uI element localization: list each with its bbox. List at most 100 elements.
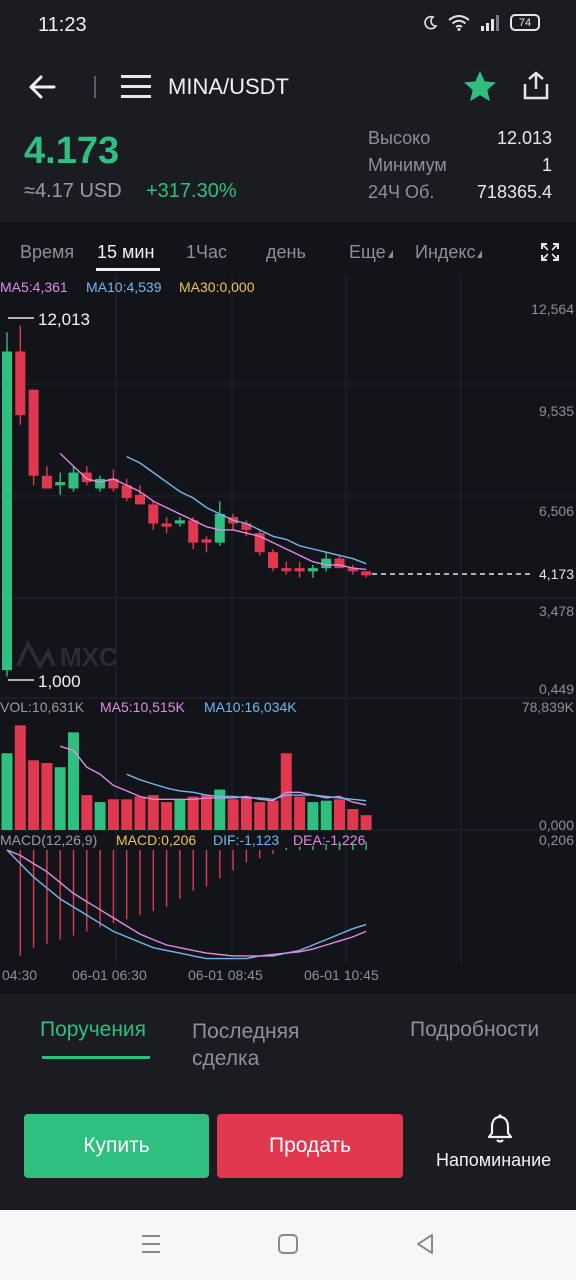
tab-details[interactable]: Подробности	[410, 1018, 540, 1041]
price-change: +317.30%	[146, 180, 237, 202]
candle-body	[307, 568, 318, 572]
sell-button[interactable]: Продать	[217, 1114, 403, 1178]
volume-bar	[334, 799, 345, 830]
tab-time[interactable]: Время	[20, 242, 75, 262]
candle-body	[188, 520, 199, 543]
candle-body	[361, 571, 372, 576]
candle-body	[135, 494, 145, 505]
tab-1h[interactable]: 1Час	[186, 242, 228, 262]
volume-bar	[267, 800, 279, 830]
volume-bar	[227, 799, 239, 830]
chart-grid	[0, 274, 576, 964]
stat-high-label: Высоко	[368, 128, 431, 148]
volume-bar	[240, 796, 252, 830]
candle-body	[148, 504, 159, 524]
candle-body	[347, 568, 358, 572]
macd-area	[6, 841, 367, 960]
buy-button[interactable]: Купить	[24, 1114, 209, 1178]
tab-more[interactable]: Еще	[349, 242, 393, 263]
battery-level: 74	[518, 16, 532, 29]
ma-lines	[59, 452, 367, 571]
watermark-logo-icon	[16, 639, 56, 671]
candle-body	[294, 568, 305, 572]
volume-bars	[1, 725, 372, 830]
candle-body	[241, 523, 252, 530]
candle-body	[108, 478, 119, 489]
candle-body	[15, 351, 26, 416]
legend-dif: DIF:-1,123	[213, 832, 279, 848]
kline-svg[interactable]: MXC MA5:4,361 MA10:4,539 MA30:0,000 VOL:…	[0, 274, 576, 994]
price-panel: 4.173 ≈4.17 USD +317.30% Высоко 12.013 М…	[0, 122, 576, 222]
legend-ma30: MA30:0,000	[179, 279, 255, 295]
star-icon[interactable]	[462, 69, 498, 105]
volume-bar	[121, 799, 133, 830]
moon-icon	[424, 15, 438, 29]
macd-tick: 0,206	[539, 832, 574, 848]
dea-line	[6, 849, 367, 957]
usd-price: ≈4.17 USD	[24, 180, 122, 202]
volume-bar	[320, 800, 332, 830]
candle-body	[28, 389, 39, 476]
volume-bar	[94, 802, 106, 830]
tab-last-trade[interactable]: Последняя сделка	[192, 1020, 300, 1070]
legend-dea: DEA:-1,226	[293, 832, 366, 848]
volume-bar	[214, 789, 226, 830]
tab-index[interactable]: Индекс	[415, 242, 483, 263]
tab-15min[interactable]: 15 мин	[97, 242, 155, 262]
candle-body	[121, 485, 132, 499]
candle-body	[321, 558, 332, 569]
wifi-icon	[448, 14, 470, 31]
volume-bar	[347, 809, 359, 830]
stat-low-value: 1	[541, 155, 552, 175]
candle-body	[268, 552, 278, 569]
ma10-line	[126, 455, 367, 565]
candle-body	[254, 533, 265, 553]
battery-icon: 74	[510, 14, 540, 31]
tab-day[interactable]: день	[266, 242, 306, 262]
tab-orders[interactable]: Поручения	[40, 1018, 147, 1041]
volume-bar	[201, 795, 212, 830]
bell-icon[interactable]	[486, 1114, 514, 1144]
legend-macd: MACD(12,26,9)	[0, 832, 97, 848]
candle-body	[2, 351, 12, 671]
menu-icon[interactable]	[120, 72, 152, 102]
candle-body	[95, 478, 106, 489]
back-nav-icon[interactable]	[414, 1232, 436, 1256]
recent-apps-icon[interactable]	[140, 1232, 162, 1256]
back-arrow-icon[interactable]	[26, 70, 60, 104]
price-tick: 9,535	[539, 403, 574, 419]
system-nav-bar	[0, 1210, 576, 1280]
volume-bar	[1, 753, 13, 830]
dropdown-triangle-icon	[477, 250, 483, 258]
status-bar: 11:23 74	[0, 0, 576, 52]
volume-bar	[14, 725, 26, 830]
bottom-tabs: Поручения Последняя сделка Подробности	[0, 994, 576, 1090]
volume-ma10-line	[126, 773, 367, 802]
share-icon[interactable]	[520, 70, 552, 102]
alert-label[interactable]: Напоминание	[436, 1150, 552, 1170]
stat-volume-label: 24Ч Об.	[368, 182, 435, 202]
pair-title[interactable]: MINA/USDT	[168, 74, 289, 99]
signal-icon	[481, 14, 499, 31]
legend-ma10: MA10:4,539	[86, 279, 162, 295]
candle-body	[81, 472, 92, 483]
candle-body	[201, 539, 212, 543]
price-tick: 6,506	[539, 503, 574, 519]
kline-chart[interactable]: MXC MA5:4,361 MA10:4,539 MA30:0,000 VOL:…	[0, 274, 576, 994]
status-icons: 74	[422, 14, 540, 31]
header-divider	[94, 76, 96, 98]
tab-index-label: Индекс	[415, 242, 476, 262]
volume-bar	[360, 815, 372, 830]
time-label: 06-01 10:45	[304, 967, 379, 983]
home-icon[interactable]	[277, 1232, 299, 1256]
fullscreen-icon[interactable]	[540, 242, 560, 262]
candle-body	[174, 520, 185, 524]
stat-volume-value: 718365.4	[476, 182, 552, 202]
dropdown-triangle-icon	[387, 250, 393, 258]
volume-tick: 78,839K	[522, 699, 575, 715]
candles	[2, 325, 372, 677]
volume-bar	[174, 799, 186, 830]
time-label: 06-01 06:30	[72, 967, 147, 983]
current-price-tag: 4,173	[539, 566, 574, 582]
volume-bar	[68, 732, 79, 830]
